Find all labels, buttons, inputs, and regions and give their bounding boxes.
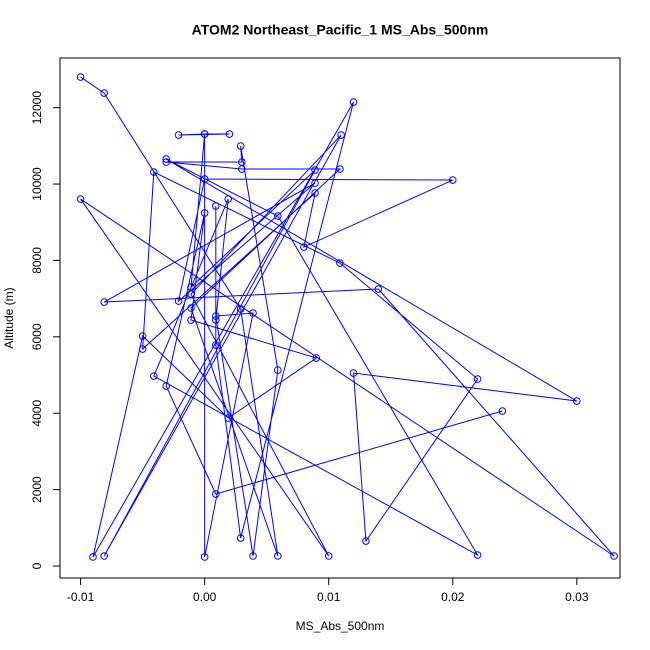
point <box>162 382 170 390</box>
x-tick-label: 0.03 <box>565 590 589 604</box>
point <box>100 89 108 97</box>
point <box>249 552 257 560</box>
point <box>349 98 358 106</box>
point <box>89 553 97 561</box>
point <box>224 414 233 422</box>
point <box>212 312 220 320</box>
point <box>374 285 383 293</box>
point <box>274 366 282 374</box>
x-tick-label: -0.01 <box>67 590 95 604</box>
point <box>174 131 183 139</box>
point <box>212 490 220 498</box>
plot-frame <box>59 57 621 579</box>
point <box>336 259 344 267</box>
point <box>224 195 233 203</box>
point <box>200 553 209 561</box>
point <box>236 305 245 313</box>
point <box>498 407 507 415</box>
point <box>149 372 158 380</box>
series-line <box>80 76 615 558</box>
point <box>200 175 209 183</box>
point <box>311 166 319 174</box>
point <box>212 341 220 349</box>
point <box>200 130 209 138</box>
point <box>138 345 147 353</box>
point <box>236 142 245 150</box>
point <box>473 551 482 559</box>
point <box>162 155 170 163</box>
point <box>149 168 158 176</box>
point <box>362 537 370 545</box>
point <box>100 298 108 306</box>
point <box>312 354 321 362</box>
x-tick-label: 0.02 <box>441 590 465 604</box>
point <box>274 552 282 560</box>
x-tick-label: 0.01 <box>317 590 341 604</box>
point <box>448 176 457 184</box>
x-axis-label: MS_Abs_500nm <box>296 619 385 633</box>
point <box>311 179 319 187</box>
point <box>249 309 257 317</box>
y-tick-label: 4000 <box>30 400 44 427</box>
point <box>337 131 345 139</box>
y-tick-label: 6000 <box>30 323 44 350</box>
point <box>225 130 234 138</box>
point <box>473 375 482 383</box>
point <box>274 212 282 220</box>
point <box>100 552 108 560</box>
point <box>212 202 220 210</box>
point <box>138 332 147 340</box>
y-tick-label: 2000 <box>30 476 44 503</box>
point <box>610 552 618 560</box>
point <box>162 158 170 166</box>
point <box>311 189 319 197</box>
point <box>187 304 195 312</box>
point <box>336 165 344 173</box>
point <box>174 297 183 305</box>
y-tick-label: 8000 <box>30 247 44 274</box>
point <box>573 397 581 405</box>
point <box>187 316 195 324</box>
y-axis-label: Altitude (m) <box>2 287 16 348</box>
point <box>238 158 246 166</box>
point <box>76 73 85 81</box>
point <box>200 209 209 217</box>
point <box>187 290 195 298</box>
point <box>300 243 308 251</box>
y-tick-label: 10000 <box>30 167 44 201</box>
x-tick-label: 0.00 <box>193 590 217 604</box>
point <box>349 369 358 377</box>
point <box>212 316 220 324</box>
point <box>324 552 333 560</box>
point <box>236 534 245 542</box>
y-tick-label: 0 <box>30 562 44 569</box>
point <box>76 195 85 203</box>
y-tick-label: 12000 <box>30 91 44 125</box>
chart-title: ATOM2 Northeast_Pacific_1 MS_Abs_500nm <box>192 22 489 38</box>
